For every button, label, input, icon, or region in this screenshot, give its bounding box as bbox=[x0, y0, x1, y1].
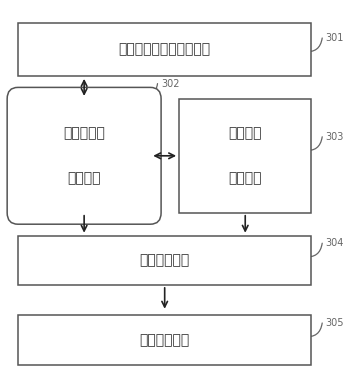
Text: 路由配置及展示用户界面: 路由配置及展示用户界面 bbox=[118, 43, 211, 56]
FancyBboxPatch shape bbox=[179, 99, 311, 213]
Text: 路由仲裁机构: 路由仲裁机构 bbox=[140, 253, 190, 267]
Text: 302: 302 bbox=[161, 79, 180, 89]
Text: 303: 303 bbox=[326, 132, 344, 142]
FancyBboxPatch shape bbox=[18, 23, 311, 76]
Text: 304: 304 bbox=[326, 238, 344, 248]
Text: 路由配置及

状态存储: 路由配置及 状态存储 bbox=[63, 126, 105, 185]
Text: 301: 301 bbox=[326, 33, 344, 43]
Text: 路由检测

执行单元: 路由检测 执行单元 bbox=[228, 126, 262, 185]
Text: 305: 305 bbox=[326, 318, 344, 328]
Text: 路由执行机构: 路由执行机构 bbox=[140, 333, 190, 347]
FancyBboxPatch shape bbox=[18, 315, 311, 365]
FancyBboxPatch shape bbox=[18, 236, 311, 285]
FancyBboxPatch shape bbox=[7, 87, 161, 224]
